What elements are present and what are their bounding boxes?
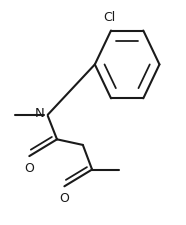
Text: N: N <box>35 107 44 120</box>
Text: Cl: Cl <box>103 11 115 24</box>
Text: O: O <box>60 192 69 205</box>
Text: O: O <box>24 162 34 175</box>
